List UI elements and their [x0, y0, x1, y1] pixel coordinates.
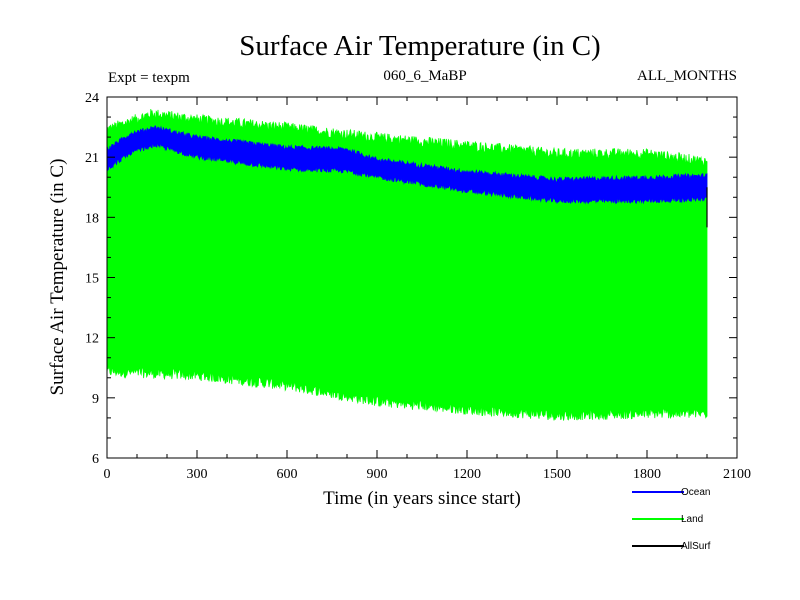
x-tick-label: 1800	[633, 467, 661, 482]
run-label: 060_6_MaBP	[383, 68, 466, 84]
y-tick-label: 12	[85, 332, 99, 347]
y-axis-label: Surface Air Temperature (in C)	[47, 159, 68, 396]
axes: 0 300 600 900 1200 1500 1800 2100 6 9 12 15 18 21 24	[85, 91, 751, 482]
y-tick-label: 9	[92, 392, 99, 407]
y-tick-label: 24	[85, 91, 99, 106]
x-tick-label: 0	[104, 467, 111, 482]
legend-label-land: Land	[681, 514, 703, 525]
plot-area	[106, 108, 708, 421]
legend-label-ocean: Ocean	[681, 487, 710, 498]
x-tick-label: 300	[187, 467, 208, 482]
legend: Ocean Land AllSurf	[632, 487, 711, 552]
y-tick-label: 15	[85, 272, 99, 287]
legend-label-allsurf: AllSurf	[681, 541, 711, 552]
x-axis-label: Time (in years since start)	[323, 488, 521, 509]
x-tick-label: 1500	[543, 467, 571, 482]
y-tick-label: 18	[85, 211, 99, 226]
y-tick-label: 6	[92, 452, 99, 467]
months-label: ALL_MONTHS	[637, 68, 737, 84]
x-tick-label: 1200	[453, 467, 481, 482]
y-tick-label: 21	[85, 151, 99, 166]
x-tick-label: 600	[277, 467, 298, 482]
experiment-label: Expt = texpm	[108, 70, 190, 86]
series-land-band	[106, 108, 708, 421]
chart-title: Surface Air Temperature (in C)	[239, 30, 600, 62]
x-tick-label: 2100	[723, 467, 751, 482]
x-tick-label: 900	[367, 467, 388, 482]
